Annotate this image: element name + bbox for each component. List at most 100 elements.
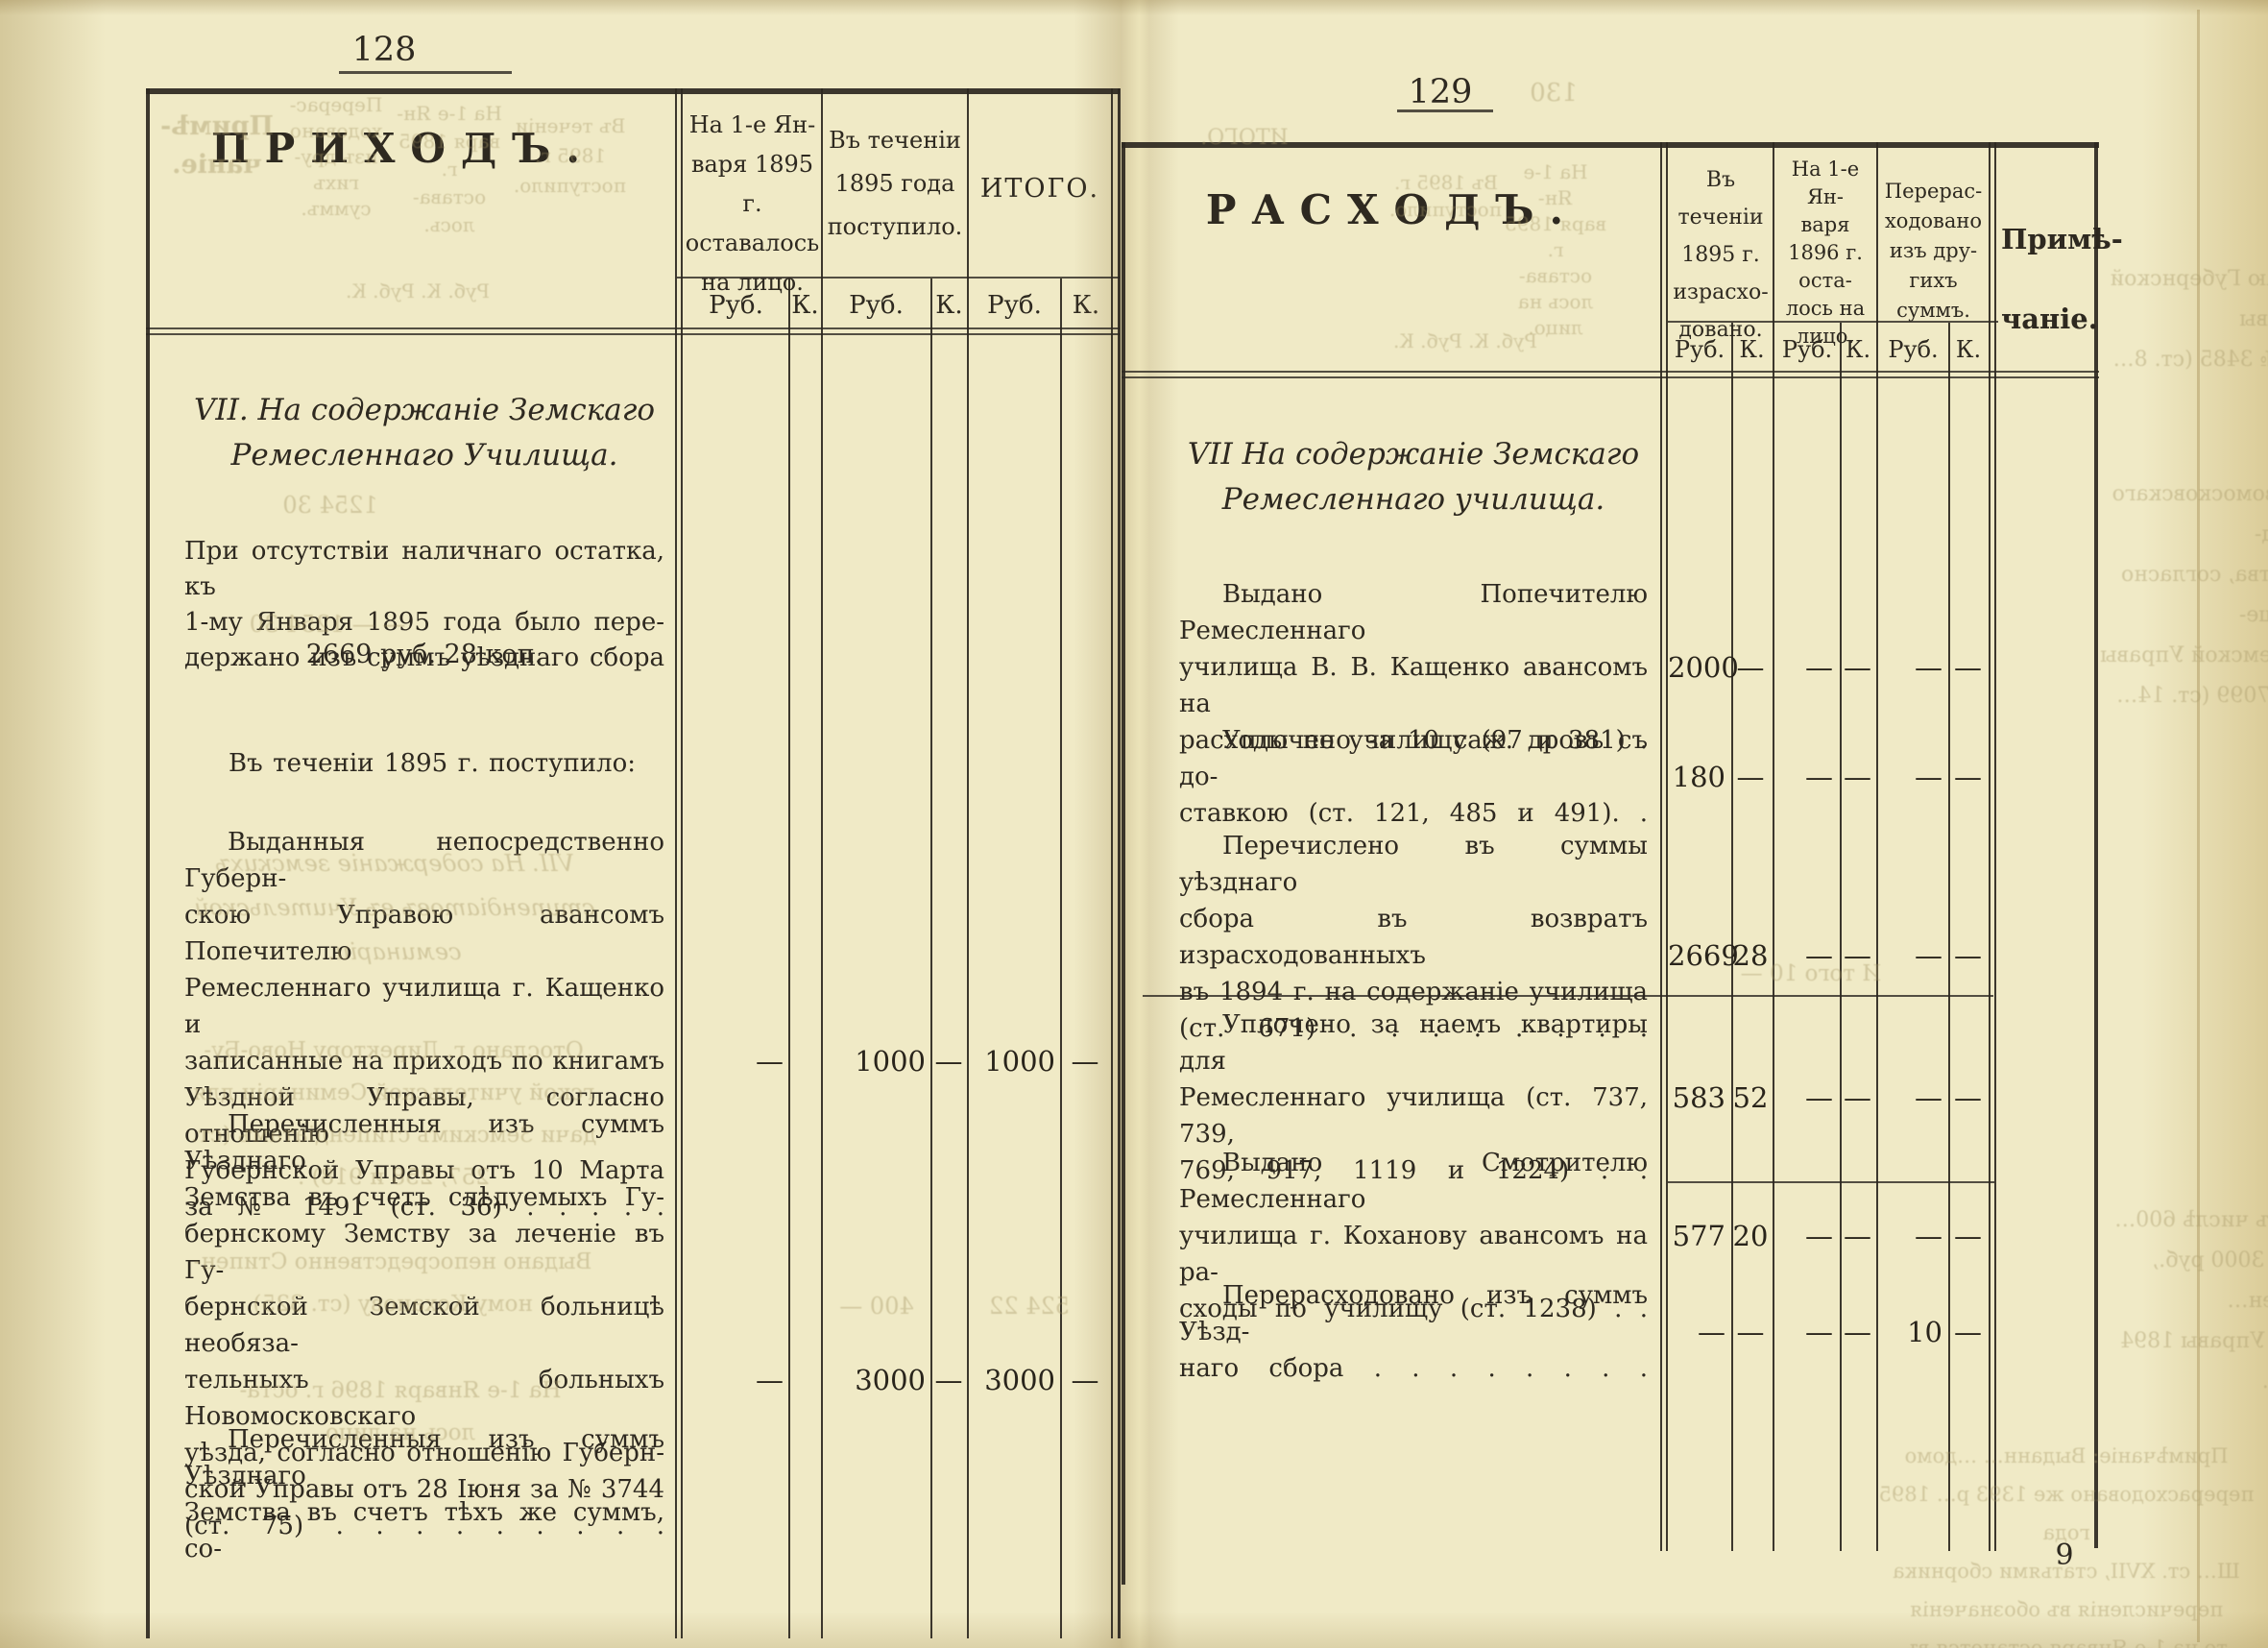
kop-label: К.	[1955, 336, 1982, 363]
kop-label: К.	[1845, 336, 1871, 363]
amount-cell: 1000	[984, 1045, 1055, 1078]
kop-label: К.	[1072, 291, 1100, 320]
amount-cell: —	[1954, 761, 1982, 793]
table-rule	[1122, 376, 2099, 378]
table-rule	[1660, 142, 1662, 1551]
paper-edge-left	[0, 0, 106, 1648]
table-rule	[339, 71, 512, 74]
amount-cell: —	[1805, 1316, 1833, 1348]
entry-text: Перечисленныя изъ суммъ Уѣзднаго Земства…	[184, 1425, 664, 1563]
column-header-spent-1895: Въ теченіи 1895 г. израсхо- довано.	[1673, 168, 1769, 342]
amount-cell: 3000	[984, 1364, 1055, 1396]
rub-label: Руб.	[849, 291, 904, 320]
table-rule	[930, 279, 932, 1638]
column-header-note: Примѣ- чаніе.	[2001, 223, 2123, 335]
rub-label: Руб.	[1888, 336, 1939, 363]
table-rule	[1668, 1181, 1994, 1183]
amount-cell: —	[1805, 1220, 1833, 1252]
entry-text: Выдано Попечителю Ремесленнаго училища В…	[1179, 580, 1648, 755]
table-rule	[1666, 142, 1668, 1551]
table-rule	[2094, 142, 2098, 1548]
table-rule	[1840, 323, 1842, 1551]
rub-label: Руб.	[1674, 336, 1725, 363]
left-page-title: ПРИХОДЪ.	[211, 125, 595, 172]
paragraph-intro-sum: 2669 руб. 28 коп.	[305, 640, 543, 669]
amount-cell: —	[1915, 939, 1942, 972]
table-rule	[1994, 142, 1996, 1551]
paragraph-intro: При отсутствіи наличнаго остатка, къ 1-м…	[184, 537, 664, 672]
amount-cell: —	[1805, 1081, 1833, 1114]
table-rule	[1989, 142, 1991, 1551]
amount-cell: 10	[1907, 1316, 1942, 1348]
amount-cell: 1000	[855, 1045, 926, 1078]
table-rule	[677, 277, 1120, 279]
rub-label: Руб.	[987, 291, 1042, 320]
amount-cell: —	[756, 1364, 784, 1396]
amount-cell: 180	[1672, 761, 1725, 793]
amount-cell: 583	[1672, 1081, 1725, 1114]
table-rule	[1122, 142, 1125, 1585]
amount-cell: —	[1071, 1045, 1099, 1078]
amount-cell: —	[1805, 761, 1833, 793]
amount-cell: 2669	[1668, 939, 1739, 972]
amount-cell: —	[1915, 651, 1942, 684]
table-rule	[1118, 88, 1121, 1638]
amount-cell: —	[1954, 1220, 1982, 1252]
entry-text: Выданныя непосредственно Губерн- скою Уп…	[184, 828, 664, 1222]
table-rule	[1060, 279, 1062, 1638]
bleedthrough-text: 1254 30	[282, 492, 378, 519]
table-rule	[1948, 323, 1950, 1551]
column-header-total: ИТОГО.	[979, 174, 1100, 204]
kop-label: К.	[791, 291, 819, 320]
table-rule	[1397, 109, 1493, 112]
table-rule	[821, 88, 823, 1638]
bleedthrough-text: Руб. К. Руб. К.	[1393, 329, 1537, 352]
column-header-overspent: Перерас- ходовано изъ дру- гихъ суммъ.	[1884, 180, 1983, 322]
table-rule	[675, 88, 677, 1638]
amount-cell: —	[1915, 1081, 1942, 1114]
paper-edge-top	[0, 0, 2268, 15]
bleedthrough-text: Полученныя Новомосковскаго Уѣзд- наго Ка…	[2100, 482, 2268, 708]
amount-cell: 28	[1732, 939, 1769, 972]
entry-text: Перерасходовано изъ суммъ Уѣзд- наго сбо…	[1179, 1281, 1648, 1383]
book-gutter-shadow	[1074, 0, 1179, 1648]
entry-text: Перечисленныя изъ суммъ Уѣзднаго Земства…	[184, 1110, 664, 1540]
amount-cell: —	[1844, 939, 1871, 972]
entry-text: Перечислено въ суммы уѣзднаго сбора въ в…	[1179, 832, 1648, 1043]
amount-cell: —	[1844, 651, 1871, 684]
amount-cell: —	[1954, 939, 1982, 972]
section-heading-vii: VII. На содержаніе Земскаго Ремесленнаго…	[193, 393, 656, 473]
amount-cell: —	[1954, 1316, 1982, 1348]
amount-cell: —	[1844, 761, 1871, 793]
table-rule	[146, 88, 1120, 94]
paper-edge-bottom	[0, 1612, 2268, 1648]
amount-cell: —	[934, 1045, 963, 1078]
amount-cell: 577	[1672, 1220, 1725, 1252]
kop-label: К.	[1739, 336, 1765, 363]
amount-cell: —	[1736, 1316, 1765, 1348]
right-page-title: РАСХОДЪ.	[1205, 186, 1580, 233]
entry-text: Выдано Смотрителю Ремесленнаго училища г…	[1179, 1149, 1648, 1323]
table-rule	[1111, 88, 1113, 1638]
page-edge-line	[2197, 10, 2200, 1642]
table-rule	[1122, 371, 2099, 373]
rub-label: Руб.	[709, 291, 763, 320]
amount-cell: —	[1844, 1081, 1871, 1114]
table-rule	[1773, 142, 1774, 1551]
bleedthrough-text: Приложеніе *) Въ числѣ 600… заключалось …	[2114, 1208, 2268, 1394]
subheading-received: Въ теченіи 1895 г. поступило:	[229, 749, 636, 778]
section-heading-vii: VII На содержаніе Земскаго Ремесленнаго …	[1187, 437, 1640, 517]
amount-cell: —	[1071, 1364, 1099, 1396]
amount-cell: —	[934, 1364, 963, 1396]
amount-cell: —	[1805, 651, 1833, 684]
amount-cell: —	[1915, 1220, 1942, 1252]
amount-cell: —	[1844, 1220, 1871, 1252]
table-rule	[1122, 142, 2099, 148]
table-rule	[1876, 142, 1878, 1551]
bleedthrough-text: 400 —	[839, 1293, 914, 1320]
amount-cell: 2000	[1668, 651, 1739, 684]
amount-cell: —	[1736, 761, 1765, 793]
table-rule	[146, 88, 150, 1638]
right-page-number: 129	[1408, 73, 1473, 111]
